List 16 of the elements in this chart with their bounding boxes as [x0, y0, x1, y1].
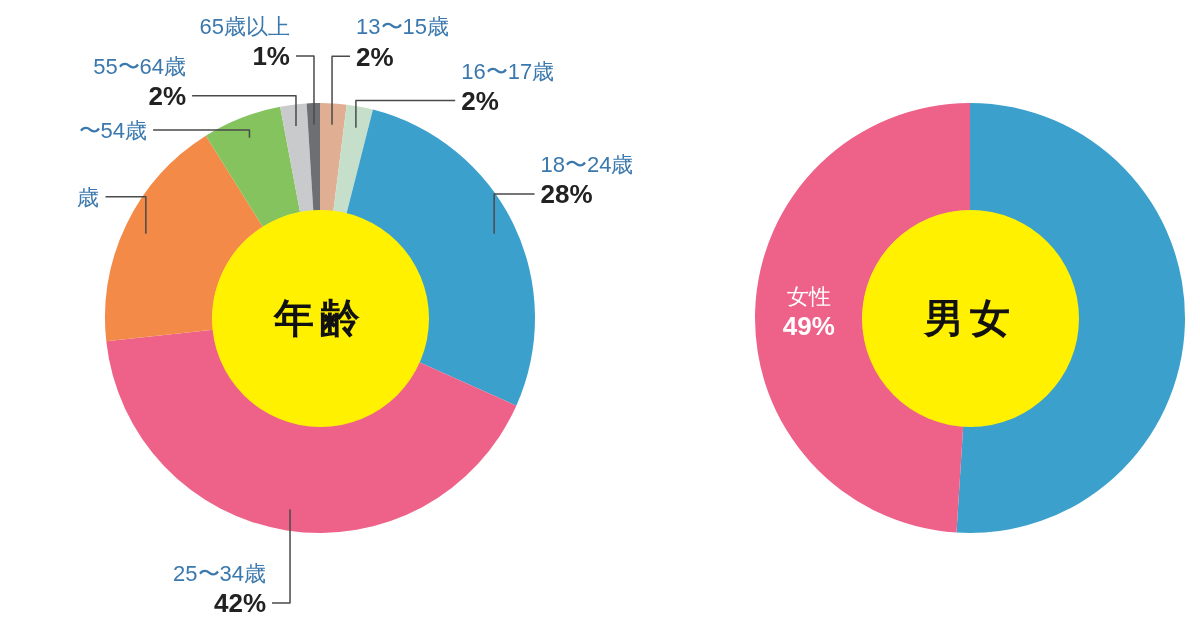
data-label: 42%: [213, 588, 267, 619]
slice-label: 13〜15歳: [356, 14, 449, 40]
slice-label: 歳: [77, 184, 100, 210]
data-label: 49%: [782, 311, 835, 342]
slice-label: 18〜24歳: [540, 152, 634, 178]
slice-label: 女性: [786, 283, 831, 309]
slice-label: 〜54歳: [78, 117, 148, 143]
data-label: 28%: [540, 179, 593, 210]
data-label: 2%: [148, 81, 187, 112]
slice-label: 55〜64歳: [93, 53, 187, 79]
slice-label: 65歳以上: [199, 14, 290, 40]
slice-label: 16〜17歳: [461, 58, 555, 84]
data-label: 1%: [252, 41, 290, 72]
data-label: 2%: [461, 85, 499, 116]
data-label: 2%: [356, 41, 394, 72]
slice-label: 25〜34歳: [173, 560, 267, 586]
